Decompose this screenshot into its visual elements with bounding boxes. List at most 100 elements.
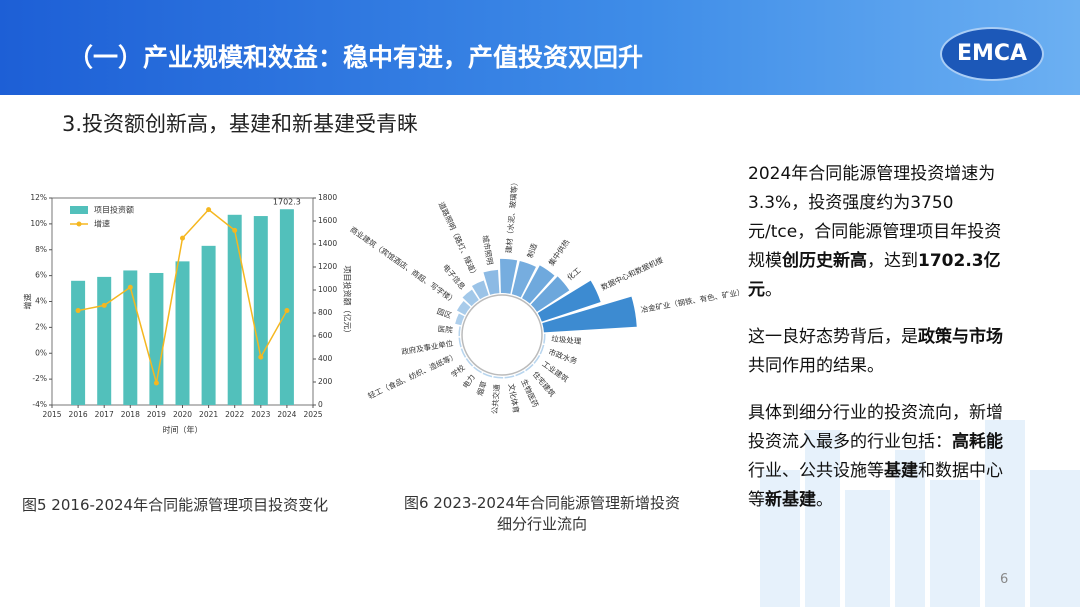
paragraph: 具体到细分行业的投资流向，新增投资流入最多的行业包括：高耗能行业、公共设施等基建… [748, 399, 1010, 515]
category-label: 制造 [524, 241, 539, 259]
category-label: 政府及事业单位 [400, 338, 454, 357]
bold-text: 1702.3亿元 [748, 251, 1001, 300]
text: 。 [816, 490, 833, 510]
radial-bar [482, 372, 493, 378]
radial-bar [462, 289, 479, 307]
category-label: 园区 [436, 307, 454, 321]
radial-bar [542, 296, 637, 333]
x-tick-label: 2025 [303, 410, 322, 419]
radial-bar [537, 280, 601, 322]
category-label: 冶金矿业（钢铁、有色、矿业） [640, 286, 745, 314]
y-tick-label: 0% [35, 348, 47, 357]
x-tick-label: 2022 [225, 410, 244, 419]
x-tick-label: 2024 [277, 410, 296, 419]
radial-bar [455, 313, 465, 326]
text: 2024年合同能源管理投资增速为3.3%，投资强度约为3750元/tce，合同能… [748, 164, 1002, 271]
y2-tick-label: 1800 [318, 193, 337, 202]
category-label: 文化体育 [507, 383, 522, 415]
point [232, 227, 238, 233]
point [258, 354, 264, 360]
radial-bar [473, 366, 482, 374]
text-block: 2024年合同能源管理投资增速为3.3%，投资强度约为3750元/tce，合同能… [748, 160, 1010, 533]
category-label: 城市照明 [480, 234, 495, 265]
radial-bar [471, 280, 489, 300]
category-label: 电力 [460, 372, 477, 390]
category-label: 学校 [449, 362, 467, 380]
bar [227, 214, 242, 405]
radial-bar [465, 358, 474, 367]
bold-text: 基建 [884, 461, 918, 481]
y2-tick-label: 600 [318, 331, 333, 340]
point [127, 284, 133, 290]
x-axis-label: 时间（年） [163, 425, 203, 435]
category-label: 商业建筑（宾馆酒店、商超、写字楼） [348, 224, 458, 305]
category-label: 集中供热 [546, 237, 572, 268]
skyline [760, 420, 1080, 607]
logo: EMCA [940, 27, 1044, 81]
bar [97, 276, 112, 405]
header-bar [0, 0, 1080, 95]
y2-tick-label: 200 [318, 377, 333, 386]
y-axis-label: 增速 [23, 294, 33, 310]
radial-bar [530, 276, 570, 312]
y-tick-label: 10% [30, 219, 47, 228]
paragraph: 2024年合同能源管理投资增速为3.3%，投资强度约为3750元/tce，合同能… [748, 160, 1010, 305]
radial-bar [500, 258, 518, 294]
radial-bar [539, 344, 545, 355]
text: ，达到 [867, 251, 918, 271]
category-label: 轻工（食品、纺织、造纸等） [366, 351, 459, 401]
radial-bar [458, 326, 461, 337]
y2-tick-label: 1000 [318, 285, 337, 294]
radial-bar [522, 265, 555, 304]
x-tick-label: 2018 [121, 410, 140, 419]
section-title: 3.投资额创新高，基建和新基建受青睐 [62, 112, 419, 136]
x-tick-label: 2021 [199, 410, 218, 419]
bar [123, 270, 138, 405]
text: 这一良好态势背后，是 [748, 327, 918, 347]
bar [201, 245, 216, 405]
y-tick-label: 6% [35, 271, 47, 280]
radial-bar [493, 376, 504, 379]
bold-text: 高耗能 [952, 432, 1003, 452]
legend-label: 增速 [94, 219, 110, 229]
radial-bar [460, 348, 467, 358]
category-label: 医院 [437, 323, 453, 334]
bar [175, 261, 190, 405]
bar [71, 280, 86, 405]
bar [253, 216, 268, 405]
y-tick-label: 8% [35, 245, 47, 254]
point [206, 207, 212, 213]
category-label: 化工 [565, 265, 583, 283]
x-tick-label: 2019 [147, 410, 166, 419]
radial-bar [515, 370, 525, 377]
category-label: 数据中心和数据机楼 [599, 254, 665, 292]
text: 行业、公共设施等 [748, 461, 884, 481]
text: 。 [765, 280, 782, 300]
bold-text: 新基建 [765, 490, 816, 510]
legend-marker [76, 221, 82, 227]
legend-swatch [70, 206, 88, 214]
y2-tick-label: 1600 [318, 216, 337, 225]
radial-bar [511, 261, 536, 298]
text: 共同作用的结果。 [748, 356, 884, 376]
point [101, 302, 107, 308]
x-tick-label: 2017 [95, 410, 114, 419]
radial-bar [525, 363, 534, 372]
text: 和数据中心等 [748, 461, 1003, 510]
x-tick-label: 2023 [251, 410, 270, 419]
y-tick-label: 4% [35, 297, 47, 306]
legend-label: 项目投资额 [94, 205, 134, 215]
x-tick-label: 2015 [42, 410, 61, 419]
category-label: 公共交通 [489, 383, 502, 414]
y2-tick-label: 1200 [318, 262, 337, 271]
y-tick-label: -2% [32, 374, 47, 383]
radial-bar [504, 375, 515, 379]
y-tick-label: 2% [35, 322, 47, 331]
hub [461, 294, 543, 376]
page-number: 6 [1000, 572, 1009, 587]
data-label: 1702.3 [273, 198, 301, 207]
radial-bar [458, 337, 462, 348]
category-label: 垃圾处理 [551, 333, 582, 346]
